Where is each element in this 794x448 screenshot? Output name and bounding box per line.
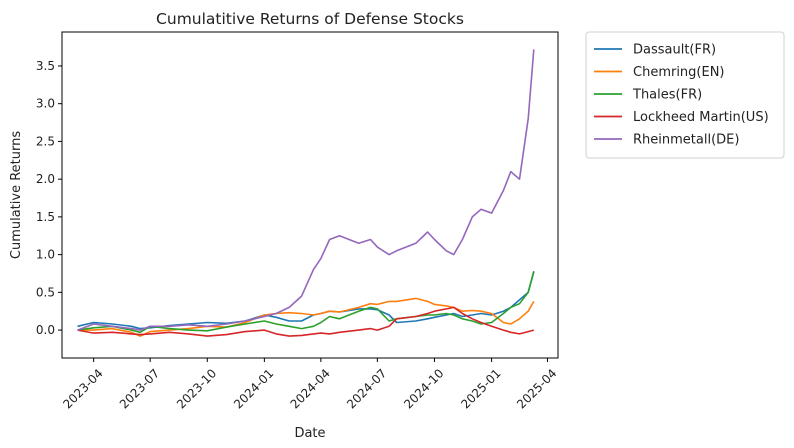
y-tick-label: 3.5 [36,59,55,73]
y-tick-label: 2.5 [36,134,55,148]
y-tick-label: 2.0 [36,172,55,186]
series-line-chemring-en [77,297,535,337]
y-tick-label: 3.0 [36,97,55,111]
y-axis-title: Cumulative Returns [9,131,24,259]
x-tick-label: 2025-01 [458,366,503,411]
y-tick-label: 0.5 [36,285,55,299]
series-line-lockheed-martin-us [77,306,535,337]
series-lines [77,49,535,337]
x-tick-label: 2023-07 [117,366,162,411]
legend-label: Lockheed Martin(US) [633,110,769,125]
x-axis: 2023-04 2023-07 2023-10 2024-01 2024-04 2024-… [60,358,560,412]
y-tick-label: 1.0 [36,248,55,262]
series-line-rheinmetall-de [77,49,535,331]
x-axis-title: Date [294,426,325,441]
x-tick-label: 2024-07 [344,366,389,411]
series-line-thales-fr [77,270,535,334]
x-tick-label: 2023-04 [60,366,105,411]
legend: Dassault(FR) Chemring(EN) Thales(FR) Lockhe… [585,31,785,159]
legend-label: Thales(FR) [632,88,702,103]
legend-label: Rheinmetall(DE) [633,133,739,148]
x-tick-label: 2023-10 [174,366,219,411]
x-tick-label: 2024-10 [401,366,446,411]
legend-frame [585,31,785,159]
y-tick-label: 0.0 [36,323,55,337]
y-axis: 0.0 0.5 1.0 1.5 2.0 2.5 3.0 3.5 [36,59,62,337]
chart-title: Cumulatitive Returns of Defense Stocks [156,10,464,28]
x-tick-label: 2024-04 [288,366,333,411]
legend-label: Chemring(EN) [633,65,725,80]
y-tick-label: 1.5 [36,210,55,224]
plot-area [61,31,559,359]
x-tick-label: 2025-04 [514,366,559,411]
x-tick-label: 2024-01 [231,366,276,411]
legend-label: Dassault(FR) [633,43,716,58]
